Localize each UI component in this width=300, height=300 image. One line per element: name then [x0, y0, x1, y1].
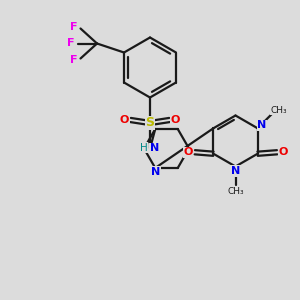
- Text: F: F: [67, 38, 75, 49]
- Text: CH₃: CH₃: [227, 187, 244, 196]
- Text: N: N: [150, 143, 159, 154]
- Text: O: O: [171, 115, 180, 125]
- Text: N: N: [151, 167, 160, 177]
- Text: CH₃: CH₃: [270, 106, 287, 115]
- Text: F: F: [70, 55, 78, 65]
- Text: O: O: [120, 115, 129, 125]
- Text: S: S: [146, 116, 154, 130]
- Text: H: H: [140, 143, 147, 153]
- Text: N: N: [257, 120, 267, 130]
- Text: O: O: [279, 147, 288, 157]
- Text: N: N: [231, 166, 240, 176]
- Text: O: O: [184, 147, 193, 157]
- Text: F: F: [70, 22, 78, 32]
